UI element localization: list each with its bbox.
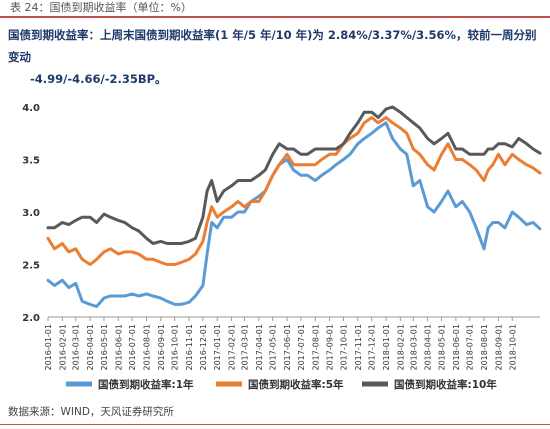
- x-tick-label: 2017-04-01: [255, 324, 264, 371]
- x-tick-label: 2018-06-01: [452, 324, 461, 371]
- yield-summary: 国债到期收益率：上周末国债到期收益率(1 年/5 年/10 年)为 2.84%/…: [8, 24, 544, 90]
- x-tick-label: 2016-01-01: [44, 324, 53, 371]
- x-tick-label: 2016-12-01: [199, 324, 208, 371]
- x-tick-label: 2017-10-01: [339, 324, 348, 371]
- summary-line-2: -4.99/-4.66/-2.35BP。: [30, 72, 167, 86]
- x-tick-label: 2016-04-01: [86, 324, 95, 371]
- data-source: 数据来源：WIND，天风证券研究所: [8, 406, 174, 418]
- x-tick-label: 2017-05-01: [269, 324, 278, 371]
- x-tick-label: 2017-02-01: [228, 324, 237, 371]
- legend-label-1: 国债到期收益率:1年: [98, 378, 194, 391]
- x-tick-label: 2017-01-01: [213, 324, 222, 371]
- x-tick-label: 2018-04-01: [424, 324, 433, 371]
- x-tick-label: 2017-07-01: [297, 324, 306, 371]
- y-tick-label: 2.5: [22, 261, 40, 272]
- x-tick-label: 2018-10-01: [508, 324, 517, 371]
- x-tick-label: 2017-09-01: [326, 324, 335, 371]
- summary-line-1: 国债到期收益率：上周末国债到期收益率(1 年/5 年/10 年)为 2.84%/…: [8, 28, 537, 64]
- x-tick-label: 2017-08-01: [311, 324, 320, 371]
- series-line-3: [46, 105, 542, 245]
- x-tick-label: 2017-12-01: [368, 324, 377, 371]
- x-tick-label: 2017-03-01: [241, 324, 250, 371]
- x-tick-label: 2018-03-01: [409, 324, 418, 371]
- y-tick-label: 3.5: [22, 156, 40, 167]
- y-tick-label: 4.0: [22, 103, 40, 114]
- x-tick-label: 2018-05-01: [438, 324, 447, 371]
- x-tick-label: 2016-08-01: [142, 324, 151, 371]
- x-tick-label: 2018-01-01: [382, 324, 391, 371]
- yield-line-chart: 2.0 2.5 3.0 3.5 4.0 2016-01-01 2016-02-01 2016-…: [22, 103, 542, 391]
- series-line-1: [46, 121, 542, 308]
- x-tick-label: 2017-11-01: [354, 324, 363, 371]
- x-tick-label: 2016-06-01: [114, 324, 123, 371]
- x-tick-label: 2018-02-01: [396, 324, 405, 371]
- legend-label-3: 国债到期收益率:10年: [394, 378, 497, 391]
- x-tick-label: 2016-03-01: [72, 324, 81, 371]
- x-tick-label: 2016-11-01: [185, 324, 194, 371]
- table-caption: 表 24：国债到期收益率（单位：%）: [0, 0, 550, 18]
- legend-label-2: 国债到期收益率:5年: [248, 378, 344, 391]
- x-tick-label: 2016-10-01: [171, 324, 180, 371]
- x-tick-label: 2016-09-01: [157, 324, 166, 371]
- y-tick-label: 2.0: [22, 313, 40, 324]
- x-tick-label: 2018-07-01: [466, 324, 475, 371]
- y-tick-label: 3.0: [22, 208, 40, 219]
- x-tick-label: 2016-07-01: [128, 324, 137, 371]
- bottom-divider: [0, 424, 550, 425]
- x-tick-label: 2016-02-01: [58, 324, 67, 371]
- series-line-2: [46, 116, 542, 266]
- x-tick-label: 2018-08-01: [480, 324, 489, 371]
- x-tick-label: 2017-06-01: [283, 324, 292, 371]
- x-tick-label: 2016-05-01: [100, 324, 109, 371]
- x-tick-label: 2018-09-01: [494, 324, 503, 371]
